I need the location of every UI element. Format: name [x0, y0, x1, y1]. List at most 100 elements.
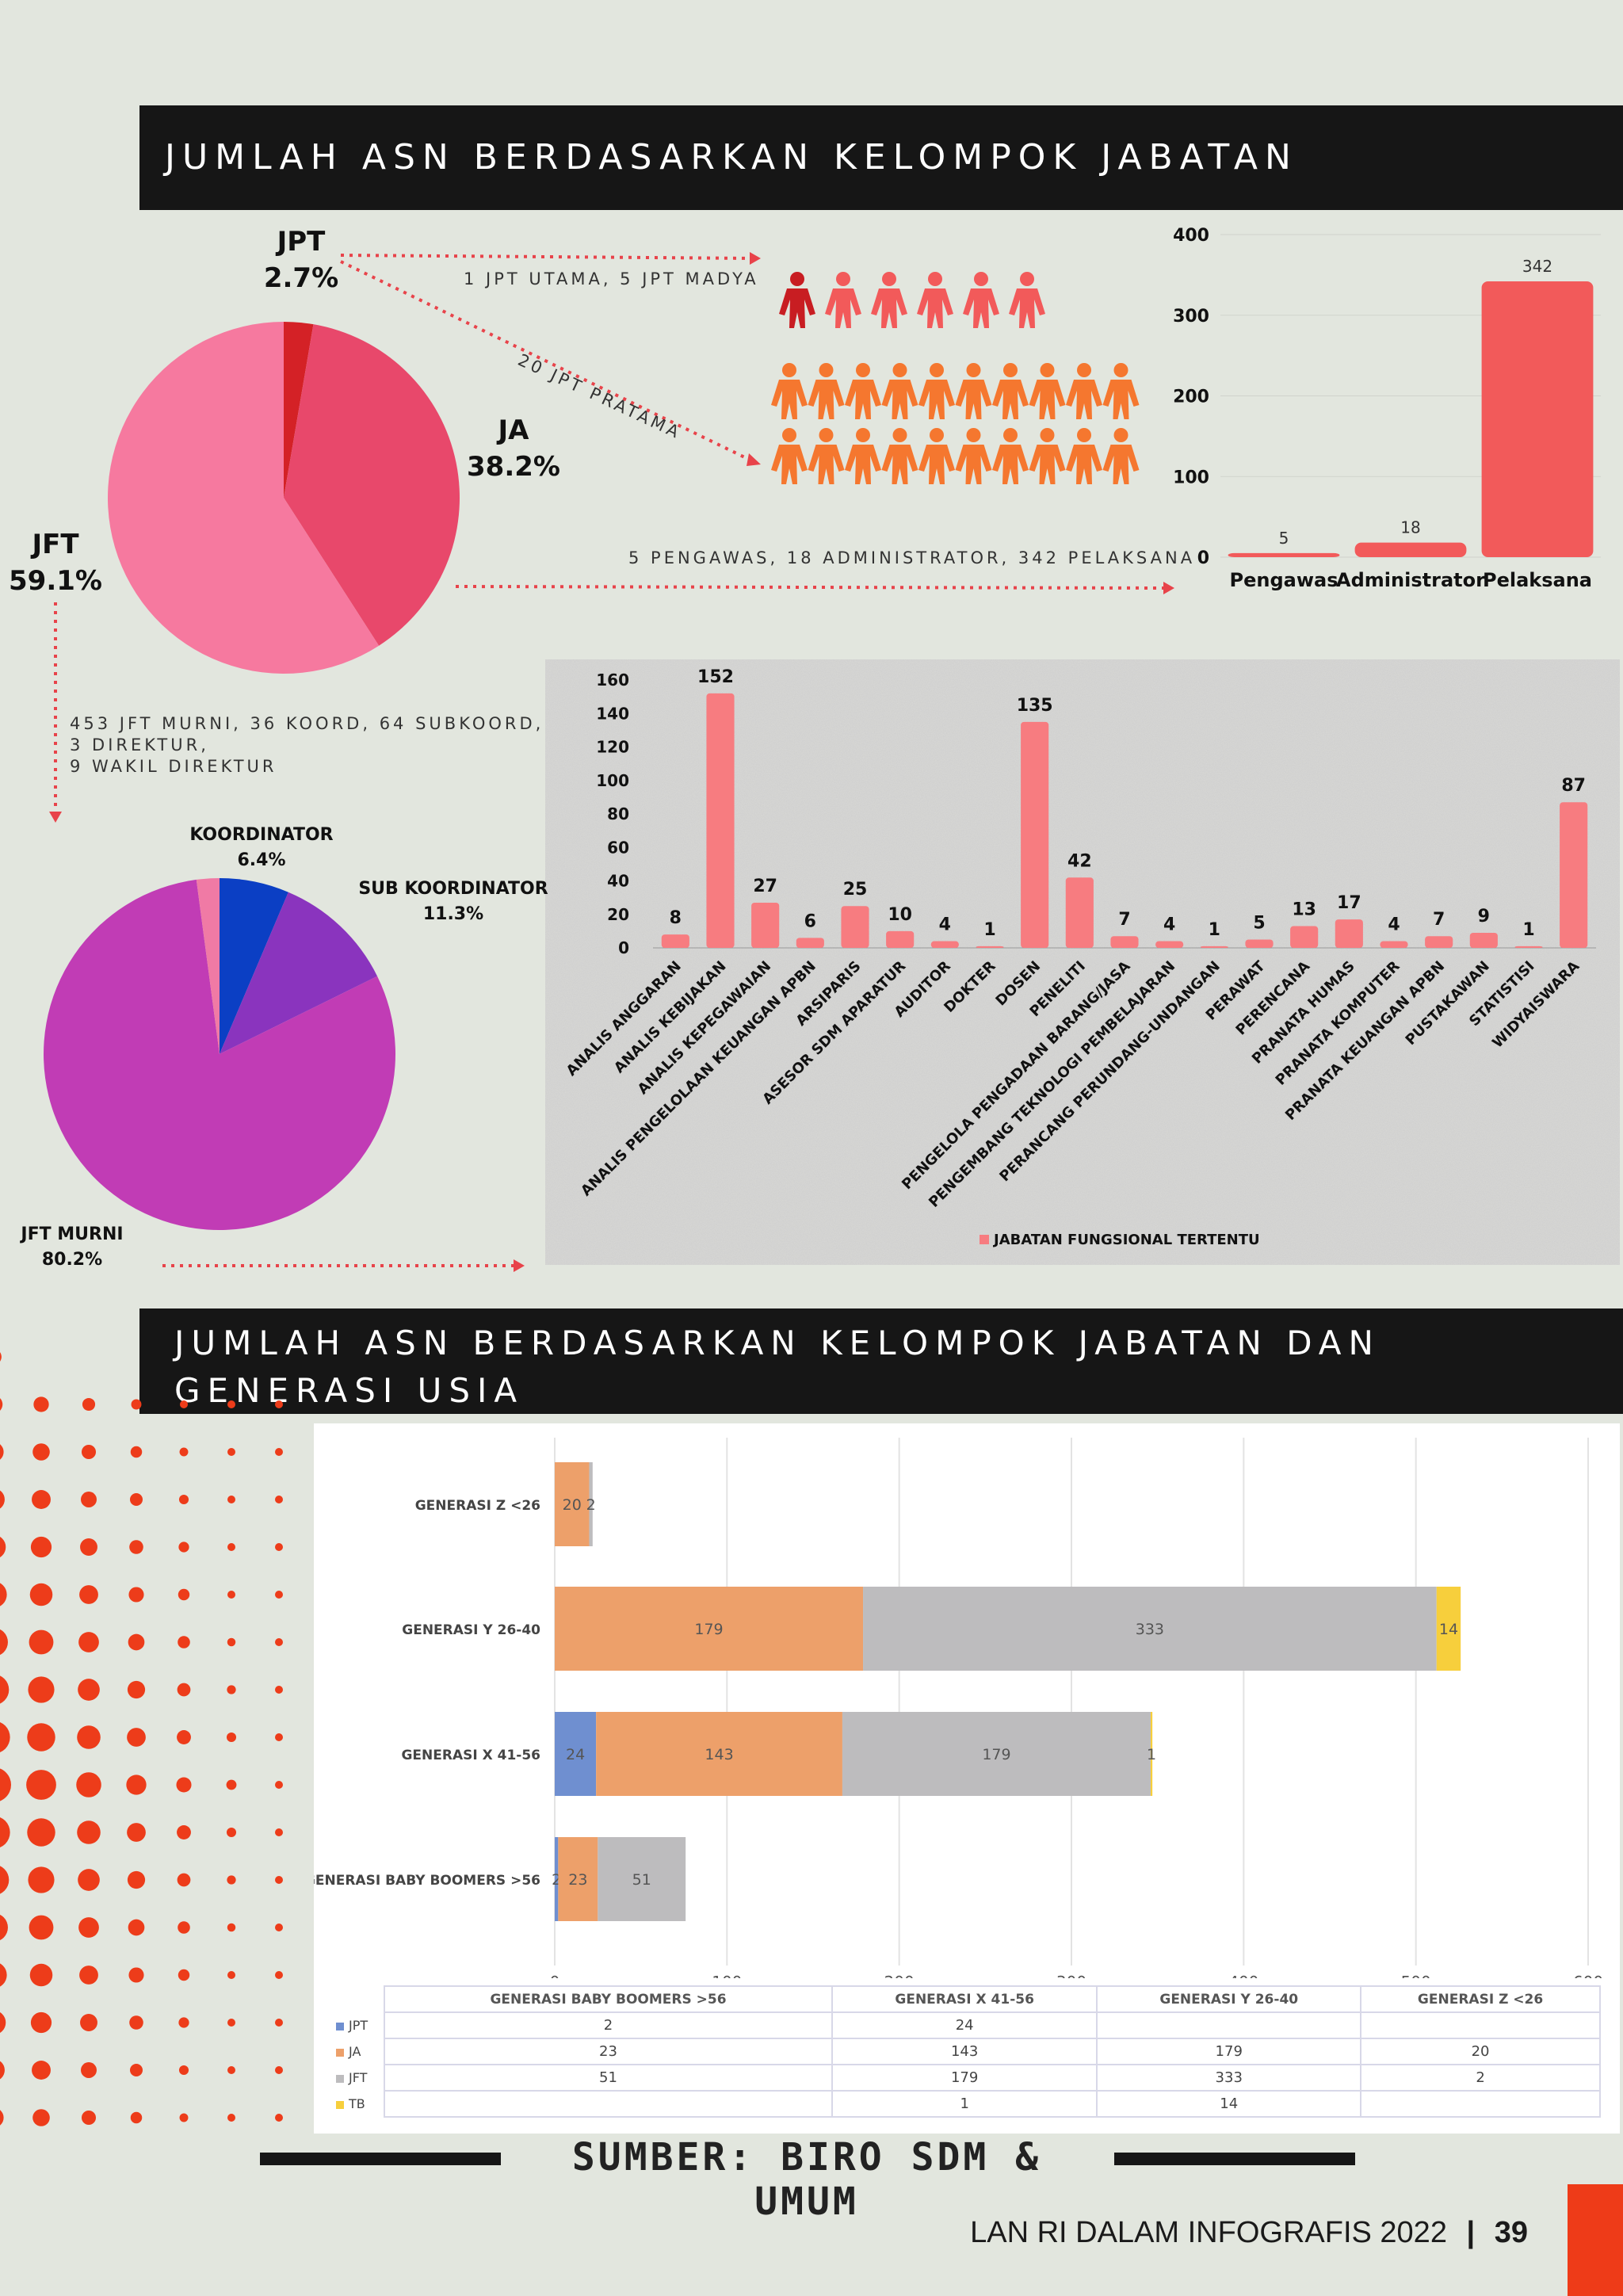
halftone-dot: [275, 1448, 283, 1456]
segment-ja: [558, 1837, 598, 1921]
halftone-dot: [79, 1966, 98, 1985]
person-icon: [1102, 428, 1140, 484]
halftone-dot: [275, 1496, 283, 1503]
y-tick-label: 400: [1173, 226, 1209, 246]
table-col-header: GENERASI Z <26: [1360, 1985, 1601, 2013]
segment-value-label: 23: [568, 1871, 587, 1889]
jft-label: JFT: [32, 529, 79, 560]
person-icon: [808, 428, 845, 484]
bar-value-label: 87: [1561, 776, 1586, 796]
bar-jft: [1560, 802, 1588, 948]
person-icon: [955, 428, 992, 484]
halftone-dot: [0, 1675, 10, 1704]
bar-jft: [1514, 946, 1543, 948]
halftone-dot: [131, 1399, 142, 1410]
x-tick-label: 200: [884, 1973, 915, 1978]
halftone-dot: [0, 1583, 7, 1606]
bar-jft: [1425, 936, 1453, 948]
segment-jft: [598, 1837, 686, 1921]
legend-swatch: [336, 2048, 344, 2057]
table-row: JFT 51 179 333 2: [331, 2064, 1601, 2092]
jpt-pct: 2.7%: [263, 262, 339, 294]
bar-chart-ja: 0 100 200 300 400 5 Pengawas 18 Administrator 342…: [1173, 226, 1601, 591]
x-tick-label: 500: [1401, 1973, 1431, 1978]
pie-slice-koordinator: [220, 878, 288, 1054]
person-icon: [779, 272, 815, 328]
subkoordinator-pct: 11.3%: [422, 904, 484, 924]
halftone-dot: [28, 1866, 55, 1893]
bar-jft: [1110, 936, 1139, 948]
legend-swatch: [336, 2074, 344, 2083]
halftone-dot: [130, 1446, 143, 1458]
bar-jft: [1380, 941, 1408, 948]
person-icon: [963, 272, 999, 328]
halftone-dot: [77, 1820, 101, 1844]
murni-pct: 80.2%: [41, 1250, 103, 1270]
halftone-dot: [77, 1725, 101, 1749]
subkoordinator-label: SUB KOORDINATOR: [358, 879, 548, 899]
bar-pelaksana: [1481, 281, 1594, 557]
murni-label: JFT MURNI: [21, 1224, 124, 1244]
y-tick-label: 0: [618, 938, 629, 957]
bar-jft: [1335, 919, 1363, 948]
halftone-dot: [81, 1492, 97, 1507]
segment-jft: [842, 1712, 1151, 1796]
pie-slice-ja: [284, 324, 460, 646]
halftone-dot: [0, 1490, 5, 1509]
bar-value-label: 4: [1163, 915, 1175, 935]
halftone-dot: [0, 1914, 8, 1941]
y-tick-label: 120: [596, 738, 629, 757]
segment-value-label: 179: [982, 1746, 1010, 1763]
halftone-dot: [78, 1917, 99, 1938]
bar-value-label: 5: [1253, 913, 1265, 933]
person-icon: [825, 272, 861, 328]
x-tick-label: PRANATA KEUANGAN APBN: [1282, 958, 1448, 1124]
halftone-dot: [227, 1923, 236, 1932]
halftone-dot: [80, 2014, 97, 2031]
table-cell: [1360, 2090, 1601, 2118]
bar-administrator: [1354, 542, 1467, 557]
bar-value-label: 4: [1388, 915, 1400, 935]
x-tick-label: 300: [1056, 1973, 1086, 1978]
bar-jft: [751, 902, 780, 948]
table-row-key: JA: [331, 2038, 384, 2065]
source-line-right: [1114, 2153, 1355, 2165]
table-cell: 2: [1360, 2064, 1601, 2092]
halftone-dot: [0, 2011, 6, 2034]
table-cell: 143: [831, 2038, 1098, 2065]
pie-slice-subkoordinator: [220, 892, 378, 1054]
halftone-dot: [0, 1629, 8, 1656]
segment-jpt: [555, 1712, 597, 1796]
halftone-dot: [227, 2019, 235, 2027]
halftone-dot: [130, 2111, 143, 2124]
y-tick-label: 20: [607, 905, 629, 924]
halftone-dot: [178, 1541, 189, 1553]
source-line-left: [260, 2153, 501, 2165]
halftone-dot: [180, 1400, 188, 1408]
person-icon: [845, 363, 881, 419]
segment-tb: [1436, 1587, 1461, 1671]
table-col-header: GENERASI X 41-56: [831, 1985, 1098, 2013]
table-header-row: GENERASI BABY BOOMERS >56 GENERASI X 41-…: [331, 1985, 1601, 2013]
bar-value-label: 7: [1118, 910, 1130, 930]
halftone-dot: [275, 2066, 283, 2074]
bar-value-label: 1: [983, 920, 995, 940]
halftone-dot: [275, 1400, 283, 1408]
table-cell: 20: [1360, 2038, 1601, 2065]
y-tick-label: 160: [596, 670, 629, 690]
pie2-label-subkoordinator: SUB KOORDINATOR 11.3%: [358, 877, 548, 927]
segment-tb: [1150, 1712, 1153, 1796]
halftone-dot: [127, 1870, 146, 1889]
person-icon: [808, 363, 845, 419]
bar-value-label: 7: [1433, 910, 1445, 930]
table-row-label: JPT: [349, 2018, 369, 2033]
table-col-header: GENERASI BABY BOOMERS >56: [383, 1985, 834, 2013]
halftone-dot: [129, 1492, 143, 1507]
person-icon: [871, 272, 907, 328]
stacked-bar-chart-generasi: 0 100 200 300 400 500 600 GENERASI Z <26 202 GENE…: [314, 1438, 1603, 1978]
people-icons: [771, 272, 1140, 484]
table-row-key: JFT: [331, 2065, 384, 2091]
halftone-dot: [275, 1543, 283, 1551]
segment-value-label: 179: [694, 1621, 723, 1638]
